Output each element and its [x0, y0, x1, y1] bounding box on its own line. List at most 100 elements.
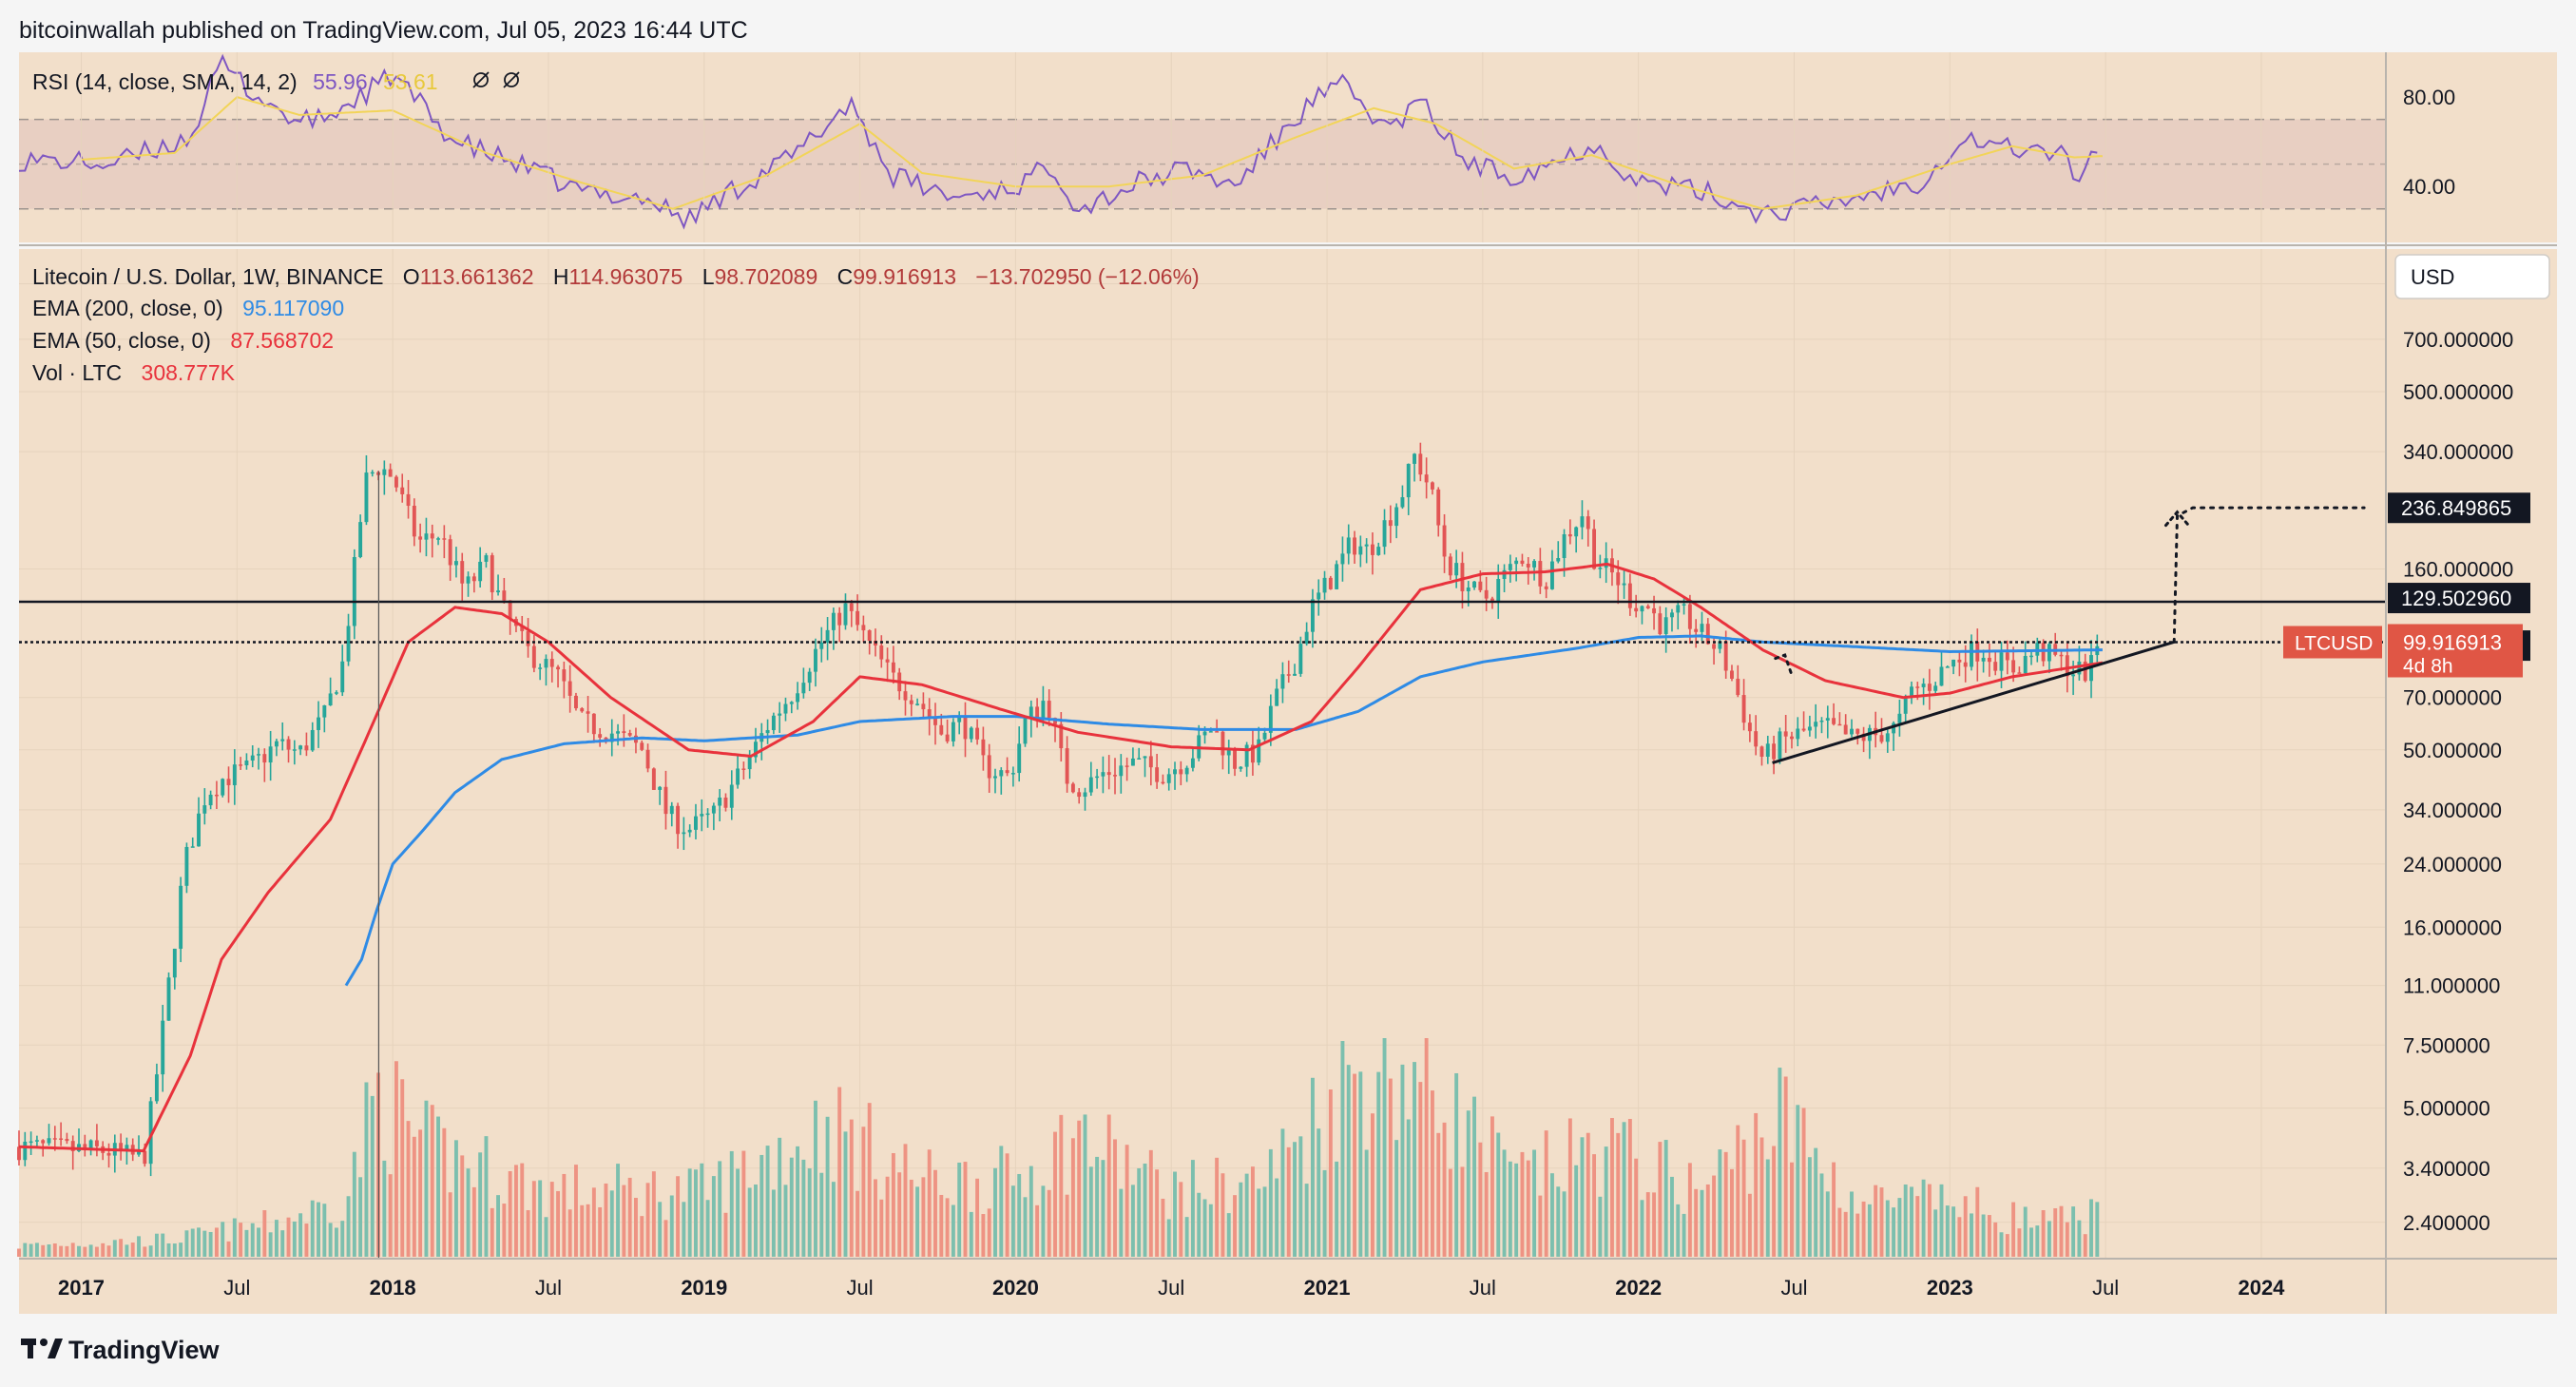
logo-bar-icon: [21, 1339, 36, 1345]
candle-body: [214, 794, 219, 797]
candle-body: [1059, 723, 1064, 749]
volume-bar: [262, 1210, 267, 1257]
volume-bar: [424, 1100, 429, 1257]
currency-button[interactable]: [2394, 254, 2550, 299]
candle-body: [1119, 765, 1124, 777]
candle-body: [879, 645, 884, 660]
candle-body: [1850, 728, 1854, 735]
volume-bar: [1874, 1185, 1878, 1257]
volume-bar: [478, 1152, 483, 1257]
candle-body: [388, 469, 393, 477]
volume-bar: [1837, 1207, 1842, 1257]
volume-bar: [1526, 1160, 1530, 1257]
rsi-legend: RSI (14, close, SMA, 14, 2) 55.96 53.61: [32, 69, 438, 94]
time-axis-label: 2021: [1304, 1276, 1351, 1300]
volume-bar: [2089, 1199, 2093, 1257]
volume-bar: [1993, 1222, 1998, 1257]
volume-bar: [951, 1204, 955, 1257]
candle-body: [825, 629, 830, 643]
volume-bar: [490, 1207, 494, 1257]
volume-bar: [1819, 1173, 1824, 1257]
candle-body: [1741, 695, 1746, 723]
volume-bar: [538, 1180, 543, 1257]
candle-body: [1687, 604, 1692, 629]
candle-body: [317, 717, 320, 730]
volume-bar: [556, 1190, 561, 1257]
volume-bar: [765, 1146, 770, 1257]
volume-bar: [1645, 1192, 1650, 1257]
candle-body: [526, 630, 530, 646]
candle-body: [1095, 776, 1100, 779]
volume-bar: [471, 1186, 476, 1257]
volume-bar: [1083, 1114, 1087, 1257]
volume-bar: [2047, 1221, 2051, 1257]
volume-bar: [975, 1178, 980, 1257]
candle-body: [394, 476, 398, 488]
candle-body: [502, 590, 507, 601]
volume-bar: [1035, 1204, 1040, 1257]
volume-bar: [2035, 1225, 2040, 1257]
volume-bar: [1239, 1182, 1243, 1257]
volume-bar: [143, 1246, 147, 1257]
candle-body: [814, 648, 817, 672]
candle-body: [801, 683, 806, 694]
candle-body: [789, 702, 794, 704]
volume-bar: [837, 1087, 842, 1257]
volume-bar: [1778, 1068, 1782, 1257]
volume-bar: [987, 1208, 991, 1257]
ema-lines: [18, 562, 2104, 1153]
volume-bar: [1520, 1151, 1525, 1257]
candle-body: [1130, 758, 1135, 766]
candle-body: [232, 764, 237, 785]
candle-body: [2029, 655, 2033, 658]
candle-body: [508, 600, 512, 620]
candle-body: [1017, 743, 1022, 774]
candle-body: [933, 717, 937, 725]
volume-bar: [2071, 1206, 2076, 1257]
volume-bar: [1670, 1176, 1674, 1257]
candle-body: [2011, 660, 2016, 673]
volume-bar: [322, 1204, 327, 1257]
candle-body: [1712, 644, 1717, 649]
candle-body: [676, 805, 681, 835]
volume-bar: [23, 1243, 28, 1257]
volume-bar: [1328, 1088, 1333, 1257]
eye-off-icon[interactable]: [472, 71, 490, 88]
volume-bar: [586, 1204, 590, 1257]
volume-bar: [94, 1246, 99, 1257]
volume-bar: [436, 1116, 440, 1257]
candle-body: [2041, 643, 2046, 662]
volume-bar: [531, 1181, 536, 1257]
candle-body: [274, 741, 279, 747]
volume-bar: [723, 1212, 728, 1257]
volume-bar: [1640, 1200, 1644, 1257]
candle-body: [1778, 731, 1782, 760]
volume-bar: [1484, 1171, 1489, 1257]
volume-bar: [148, 1245, 153, 1257]
candle-body: [262, 754, 267, 763]
volume-bar: [1257, 1188, 1261, 1257]
symbol-tag: [2283, 626, 2382, 659]
candle-body: [352, 556, 356, 626]
ema50-value: 87.568702: [230, 328, 334, 353]
candle-body: [1208, 731, 1213, 733]
main-pane-background: [19, 249, 2386, 1259]
volume-bar: [17, 1248, 21, 1257]
volume-bar: [59, 1245, 64, 1257]
volume-bar: [466, 1168, 471, 1257]
candle-body: [754, 742, 758, 758]
eye-off-icon[interactable]: [503, 71, 520, 88]
candle-body: [328, 693, 333, 706]
volume-bar: [1065, 1194, 1069, 1257]
candle-body: [1364, 544, 1369, 547]
candle-body: [304, 745, 309, 751]
volume-bar: [1783, 1076, 1788, 1257]
candle-body: [2077, 661, 2082, 675]
price-tick-label: 24.000000: [2403, 853, 2502, 877]
candle-body: [1622, 583, 1626, 586]
candles: [17, 442, 2100, 1177]
candle-body: [370, 472, 375, 474]
candle-body: [807, 671, 812, 684]
volume-bar: [1466, 1110, 1471, 1257]
volume-bar: [645, 1183, 650, 1257]
